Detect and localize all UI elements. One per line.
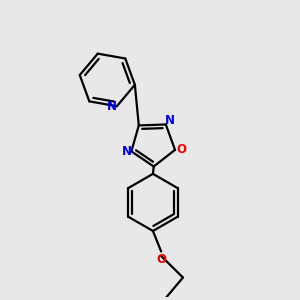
- Text: N: N: [106, 100, 117, 113]
- Text: O: O: [176, 143, 187, 156]
- Text: N: N: [165, 114, 175, 128]
- Text: N: N: [122, 145, 132, 158]
- Text: O: O: [157, 253, 167, 266]
